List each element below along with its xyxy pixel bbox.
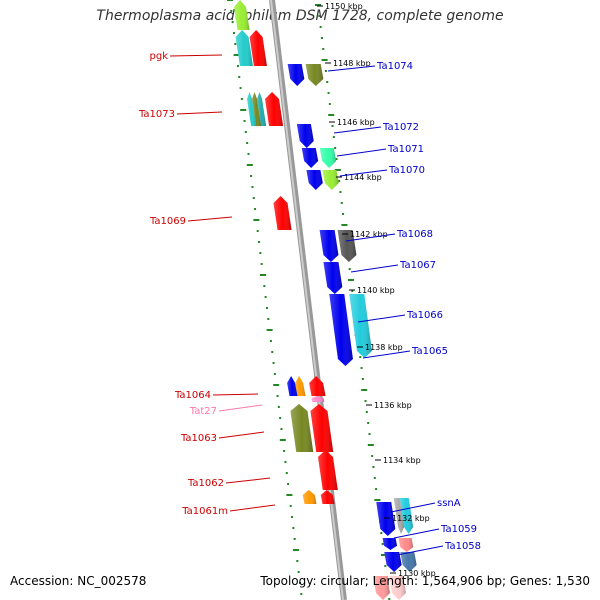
leader-line [350,264,399,273]
leader-line [336,148,387,157]
leader-line [218,431,265,439]
gene-label-forward: Ta1074 [376,61,413,72]
leader-line [229,504,276,512]
leader-line [212,393,259,396]
gene-shade [337,230,357,262]
kbp-tick-label: 1150 kbp [325,2,363,11]
gene-shade [376,502,396,536]
gene-label-forward: Ta1067 [399,260,436,271]
gene-shade [320,490,335,504]
gene-label-forward: Ta1059 [440,524,477,535]
leader-line [225,477,271,484]
reverse-track-tick-marks [227,0,303,595]
leader-line [327,65,376,72]
leader-line [345,233,396,242]
leader-line [393,528,440,539]
gene-shade [287,376,298,396]
kbp-tick-label: 1134 kbp [383,456,421,465]
kbp-tick-label: 1146 kbp [337,118,375,127]
gene-shade [384,552,402,572]
gene-shade [389,576,406,600]
gene-label-reverse: pgk [150,51,169,62]
leader-line [362,350,411,359]
kbp-tick-label: 1136 kbp [374,401,412,410]
leader-line [218,404,263,412]
gene-shade [290,404,314,452]
gene-label-forward: Ta1065 [411,346,448,357]
gene-label-reverse: Ta1061m [181,506,228,517]
gene-shade [382,538,397,550]
leader-line [176,111,223,115]
gene-labels: Ta1074 Ta1072 Ta1071 Ta1070 Ta1068 Ta1067 Ta10… [138,51,481,556]
gene-shade [373,576,390,600]
gene-label-forward: Ta1070 [388,165,425,176]
gene-label-reverse: Tat27 [189,406,217,417]
gene-shade [399,498,414,534]
gene-shade [301,148,319,168]
gene-shade [302,490,317,504]
leader-line [339,169,388,177]
leader-line [390,502,436,513]
gene-shade [400,552,417,572]
kbp-tick-label: 1130 kbp [398,569,436,578]
gene-shade [306,170,323,190]
gene-shade [310,404,334,452]
kbp-tick-label: 1148 kbp [333,59,371,68]
map-title: Thermoplasma acidophilum DSM 1728, compl… [96,8,504,24]
gene-shade [252,92,262,126]
gene-shade [265,92,284,126]
gene-shade [309,376,326,396]
gene-shade [249,30,267,66]
gene-label-forward: Ta1072 [382,122,419,133]
gene-shade [329,294,353,366]
gene-shade [247,92,257,126]
gene-shade [273,196,292,230]
gene-shade [393,498,405,534]
gene-shade [323,262,343,294]
kbp-tick-label: 1132 kbp [392,514,430,523]
gene-shade [319,230,339,262]
gene-label-forward: Ta1066 [406,310,443,321]
gene-label-reverse: Ta1073 [138,109,175,120]
kbp-tick-label: 1144 kbp [344,173,382,182]
gene-label-reverse: Ta1062 [187,478,224,489]
leader-line [333,126,382,134]
gene-label-reverse: Ta1069 [149,216,186,227]
kbp-tick-labels: 1150 kbp 1148 kbp 1146 kbp 1144 kbp 1142 kbp… [317,2,436,578]
gene-shade [311,396,325,402]
gene-shade [349,294,372,358]
gene-shade [322,170,339,190]
gene-shade [234,0,250,30]
kbp-tick-label: 1138 kbp [365,343,403,352]
leader-line [187,216,233,222]
gene-label-forward: Ta1068 [396,229,433,240]
kbp-tick-label: 1142 kbp [350,230,388,239]
gene-shade [305,64,324,86]
gene-shade [296,124,314,148]
gene-label-forward: Ta1058 [444,541,481,552]
gene-shade [295,376,306,396]
leader-line [357,314,406,323]
gene-label-forward: ssnA [437,498,461,509]
accession-text: Accession: NC_002578 [10,574,147,588]
gene-shade [287,64,305,86]
gene-features [234,0,417,600]
leader-line [169,54,223,57]
gene-shade [257,92,267,126]
gene-shade [319,148,337,168]
gene-shade [318,450,338,490]
genome-stats-text: Topology: circular; Length: 1,564,906 bp… [260,574,590,588]
leader-line [396,545,444,556]
gene-label-forward: Ta1071 [387,144,424,155]
kbp-tick-label: 1140 kbp [357,286,395,295]
gene-label-reverse: Ta1064 [174,390,211,401]
gene-shade [398,538,414,552]
gene-label-reverse: Ta1063 [180,433,217,444]
gene-shade [235,30,253,66]
